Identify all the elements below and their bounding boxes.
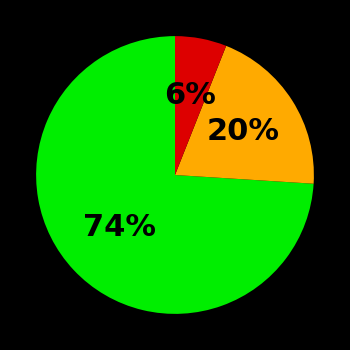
Text: 20%: 20% bbox=[206, 117, 280, 146]
Wedge shape bbox=[175, 36, 226, 175]
Wedge shape bbox=[175, 46, 314, 184]
Text: 6%: 6% bbox=[164, 81, 216, 110]
Text: 74%: 74% bbox=[83, 213, 156, 242]
Wedge shape bbox=[36, 36, 314, 314]
